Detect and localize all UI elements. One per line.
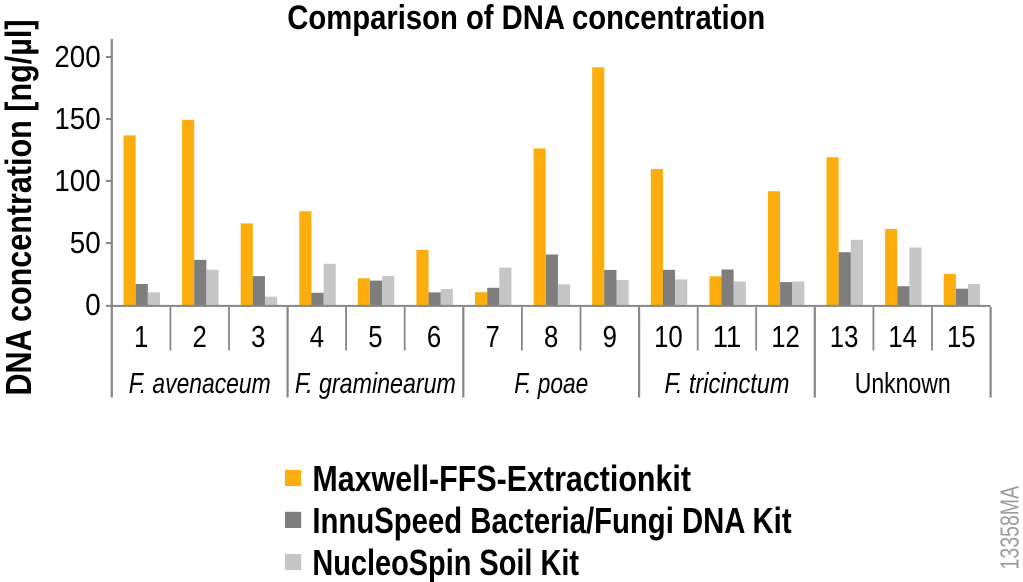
svg-text:3: 3	[251, 320, 265, 354]
svg-text:Unknown: Unknown	[855, 368, 951, 400]
svg-text:6: 6	[427, 320, 441, 354]
svg-text:0: 0	[85, 288, 100, 322]
svg-text:12: 12	[771, 320, 800, 354]
svg-text:F. poae: F. poae	[514, 368, 588, 400]
svg-text:Comparison of DNA concentratio: Comparison of DNA concentration	[287, 0, 765, 37]
svg-text:11: 11	[713, 320, 742, 354]
svg-text:Maxwell-FFS-Extractionkit: Maxwell-FFS-Extractionkit	[312, 458, 691, 499]
svg-text:F. graminearum: F. graminearum	[295, 368, 456, 400]
svg-text:50: 50	[70, 226, 101, 260]
svg-text:15: 15	[947, 320, 976, 354]
svg-text:5: 5	[368, 320, 382, 354]
svg-text:150: 150	[54, 102, 100, 136]
svg-text:14: 14	[888, 320, 917, 354]
svg-text:F. avenaceum: F. avenaceum	[129, 368, 271, 400]
svg-text:9: 9	[603, 320, 617, 354]
svg-text:InnuSpeed Bacteria/Fungi DNA K: InnuSpeed Bacteria/Fungi DNA Kit	[312, 500, 791, 541]
svg-text:13: 13	[830, 320, 859, 354]
svg-text:2: 2	[193, 320, 207, 354]
svg-text:7: 7	[485, 320, 499, 354]
svg-text:F. tricinctum: F. tricinctum	[665, 368, 790, 400]
svg-text:13358MA: 13358MA	[995, 485, 1023, 569]
svg-text:200: 200	[54, 40, 100, 74]
svg-text:100: 100	[54, 164, 100, 198]
svg-text:NucleoSpin Soil Kit: NucleoSpin Soil Kit	[312, 542, 579, 582]
svg-text:4: 4	[310, 320, 324, 354]
svg-text:1: 1	[134, 320, 148, 354]
svg-text:10: 10	[654, 320, 683, 354]
svg-text:8: 8	[544, 320, 558, 354]
svg-text:DNA concentration [ng/µl]: DNA concentration [ng/µl]	[0, 20, 39, 396]
